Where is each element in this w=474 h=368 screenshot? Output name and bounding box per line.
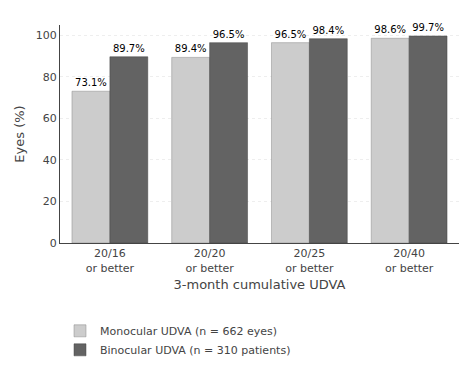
svg-text:Binocular UDVA (n = 310 patien: Binocular UDVA (n = 310 patients)	[100, 344, 290, 357]
svg-text:100: 100	[36, 29, 57, 42]
svg-text:89.4%: 89.4%	[175, 43, 207, 54]
svg-text:20/40or better: 20/40or better	[385, 247, 434, 274]
svg-text:89.7%: 89.7%	[113, 43, 145, 54]
svg-text:98.6%: 98.6%	[374, 24, 406, 35]
svg-text:99.7%: 99.7%	[412, 22, 444, 33]
svg-text:80: 80	[43, 71, 57, 84]
svg-text:20/20or better: 20/20or better	[185, 247, 234, 274]
svg-text:96.5%: 96.5%	[213, 29, 245, 40]
svg-text:0: 0	[50, 237, 57, 250]
svg-text:40: 40	[43, 154, 57, 167]
svg-text:Eyes (%): Eyes (%)	[12, 105, 27, 162]
svg-text:20/16or better: 20/16or better	[86, 247, 135, 274]
svg-text:98.4%: 98.4%	[312, 25, 344, 36]
svg-text:20: 20	[43, 195, 57, 208]
svg-text:20/25or better: 20/25or better	[285, 247, 334, 274]
svg-text:73.1%: 73.1%	[75, 77, 107, 88]
svg-text:Monocular UDVA (n = 662 eyes): Monocular UDVA (n = 662 eyes)	[100, 325, 277, 338]
svg-text:3-month cumulative UDVA: 3-month cumulative UDVA	[174, 277, 346, 292]
svg-text:96.5%: 96.5%	[275, 29, 307, 40]
svg-text:60: 60	[43, 112, 57, 125]
